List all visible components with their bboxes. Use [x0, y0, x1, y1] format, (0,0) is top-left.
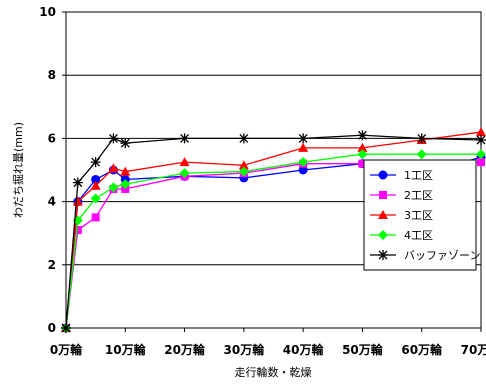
x-tick-label: 40万輪 — [283, 342, 325, 357]
data-point — [61, 323, 71, 333]
data-point — [108, 133, 119, 144]
legend-entry: バッファゾーン — [370, 249, 480, 262]
data-point — [179, 133, 190, 144]
x-tick-label: 70万輪 — [461, 342, 486, 357]
data-point — [357, 149, 368, 160]
data-point — [416, 133, 427, 144]
y-tick-label: 10 — [39, 5, 56, 19]
y-tick-label: 8 — [48, 68, 56, 82]
legend-entry: 1工区 — [370, 169, 433, 182]
y-axis-title: わだち掘れ量(mm) — [11, 122, 25, 218]
data-point — [298, 165, 308, 175]
data-point — [378, 170, 388, 180]
data-point — [357, 142, 368, 152]
data-point — [357, 130, 368, 141]
data-point — [378, 250, 388, 260]
x-tick-label: 50万輪 — [342, 342, 384, 357]
data-point — [378, 210, 388, 219]
data-point — [238, 133, 249, 144]
data-point — [238, 166, 249, 177]
data-point — [179, 157, 190, 167]
data-point — [72, 196, 83, 206]
data-point — [476, 134, 486, 145]
y-tick-label: 2 — [48, 258, 56, 272]
data-point — [238, 160, 249, 170]
data-point — [108, 182, 119, 193]
data-point — [90, 193, 101, 204]
data-point — [378, 230, 388, 240]
data-point — [298, 157, 309, 168]
x-axis-title: 走行輪数・乾燥 — [235, 365, 312, 379]
legend-entry: 4工区 — [370, 229, 433, 242]
data-point — [298, 142, 309, 152]
axes: 0 2 4 6 8 10 0万輪 10万輪 20万輪 30万輪 40万輪 50万輪 60万輪 70万輪 — [39, 5, 486, 357]
data-point — [416, 149, 427, 160]
data-point — [72, 177, 83, 188]
data-point — [179, 168, 190, 179]
y-tick-label: 6 — [48, 131, 56, 145]
data-point — [298, 133, 309, 144]
data-point — [477, 158, 485, 167]
legend-label: 4工区 — [404, 229, 433, 242]
data-point — [476, 127, 486, 137]
series-5 — [61, 130, 486, 333]
legend-label: 1工区 — [404, 169, 433, 182]
x-tick-label: 20万輪 — [164, 342, 206, 357]
y-tick-label: 0 — [48, 321, 56, 335]
legend-label: 3工区 — [404, 209, 433, 222]
x-tick-label: 0万輪 — [50, 342, 83, 357]
data-point — [108, 163, 119, 173]
data-point — [120, 179, 131, 190]
data-point — [90, 157, 101, 168]
legend-entry: 2工区 — [370, 189, 433, 202]
data-point — [379, 191, 387, 199]
data-point — [73, 226, 82, 235]
data-point — [358, 159, 367, 168]
legend-label: バッファゾーン — [404, 249, 480, 262]
data-point — [91, 174, 101, 184]
data-point — [476, 149, 486, 160]
data-point — [120, 166, 131, 176]
data-point — [90, 180, 101, 190]
data-point — [120, 138, 131, 149]
x-tick-label: 10万輪 — [105, 342, 147, 357]
x-tick-label: 60万輪 — [401, 342, 443, 357]
legend-entry: 3工区 — [370, 209, 433, 222]
data-point — [91, 213, 100, 222]
y-tick-label: 4 — [48, 195, 56, 209]
x-tick-label: 30万輪 — [224, 342, 266, 357]
legend-label: 2工区 — [404, 189, 433, 202]
